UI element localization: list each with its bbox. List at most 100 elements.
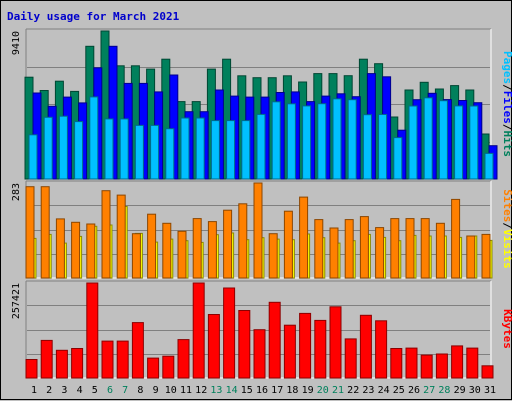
bar-pages-day-7 bbox=[119, 118, 129, 180]
bar-kbytes-day-24 bbox=[375, 320, 388, 379]
x-tick-label-day-20: 20 bbox=[317, 385, 329, 396]
bar-kbytes-day-14 bbox=[223, 287, 236, 379]
x-tick-label-day-17: 17 bbox=[271, 385, 283, 396]
bar-sites-day-17 bbox=[268, 233, 278, 279]
x-tick-label-day-1: 1 bbox=[31, 385, 37, 396]
x-tick-label-day-21: 21 bbox=[332, 385, 344, 396]
bar-pages-day-25 bbox=[393, 137, 403, 180]
legend-kbytes: KBytes bbox=[501, 309, 512, 349]
bar-sites-day-15 bbox=[238, 203, 248, 279]
bar-kbytes-day-18 bbox=[283, 324, 296, 379]
legend-item: Visits bbox=[501, 229, 512, 269]
bar-sites-day-9 bbox=[147, 213, 157, 279]
x-tick-label-day-25: 25 bbox=[393, 385, 405, 396]
bar-sites-day-11 bbox=[177, 230, 187, 279]
x-tick-label-day-31: 31 bbox=[484, 385, 496, 396]
bar-pages-day-3 bbox=[58, 115, 68, 180]
bar-kbytes-day-10 bbox=[162, 355, 175, 379]
bar-sites-day-3 bbox=[55, 218, 65, 279]
bar-sites-day-21 bbox=[329, 227, 339, 279]
x-tick-label-day-14: 14 bbox=[226, 385, 238, 396]
bar-sites-day-13 bbox=[207, 221, 217, 279]
x-tick-label-day-26: 26 bbox=[408, 385, 420, 396]
legend-hits-files-pages: Pages/Files/Hits bbox=[501, 51, 512, 157]
bar-sites-day-18 bbox=[283, 210, 293, 279]
bar-pages-day-20 bbox=[317, 103, 327, 180]
bar-kbytes-day-29 bbox=[451, 345, 464, 379]
bar-sites-day-12 bbox=[192, 218, 202, 279]
bar-sites-day-23 bbox=[359, 216, 369, 279]
bar-kbytes-day-6 bbox=[101, 340, 114, 379]
x-tick-label-day-8: 8 bbox=[137, 385, 143, 396]
x-tick-label-day-15: 15 bbox=[241, 385, 253, 396]
bar-kbytes-day-5 bbox=[86, 282, 99, 379]
x-tick-label-day-9: 9 bbox=[153, 385, 159, 396]
bar-sites-day-7 bbox=[116, 194, 126, 279]
x-tick-label-day-18: 18 bbox=[286, 385, 298, 396]
legend-item: Pages bbox=[501, 51, 512, 84]
bar-kbytes-day-23 bbox=[359, 314, 372, 379]
bar-kbytes-day-13 bbox=[207, 314, 220, 379]
bar-sites-day-29 bbox=[451, 198, 461, 279]
x-tick-label-day-22: 22 bbox=[347, 385, 359, 396]
bar-pages-day-30 bbox=[469, 105, 479, 180]
bar-pages-day-9 bbox=[150, 124, 160, 180]
bar-kbytes-day-17 bbox=[268, 301, 281, 379]
bar-pages-day-5 bbox=[89, 96, 99, 180]
legend-sites-visits: Sites/Visits bbox=[501, 189, 512, 269]
bar-sites-day-16 bbox=[253, 182, 263, 279]
y-max-label: 257421 bbox=[11, 283, 22, 319]
bar-sites-day-24 bbox=[375, 227, 385, 279]
legend-item: / bbox=[501, 222, 512, 229]
bar-kbytes-day-27 bbox=[420, 354, 433, 379]
bar-sites-day-28 bbox=[435, 222, 445, 279]
bar-pages-day-17 bbox=[271, 101, 281, 180]
x-tick-label-day-13: 13 bbox=[210, 385, 222, 396]
legend-item: Sites bbox=[501, 189, 512, 222]
legend-item: KBytes bbox=[501, 309, 512, 349]
bar-pages-day-6 bbox=[104, 118, 114, 180]
bar-pages-day-1 bbox=[28, 134, 38, 180]
bar-kbytes-day-20 bbox=[314, 319, 327, 379]
bar-pages-day-24 bbox=[378, 114, 388, 180]
bar-pages-day-13 bbox=[210, 120, 220, 180]
x-tick-label-day-6: 6 bbox=[107, 385, 113, 396]
x-tick-label-day-27: 27 bbox=[423, 385, 435, 396]
bar-kbytes-day-4 bbox=[71, 348, 84, 379]
bar-kbytes-day-7 bbox=[116, 340, 129, 379]
x-tick-label-day-19: 19 bbox=[302, 385, 314, 396]
y-max-label: 283 bbox=[11, 183, 22, 201]
bar-sites-day-4 bbox=[71, 221, 81, 279]
x-tick-label-day-11: 11 bbox=[180, 385, 192, 396]
bar-pages-day-14 bbox=[226, 120, 236, 180]
y-max-label: 9410 bbox=[11, 31, 22, 55]
bar-pages-day-15 bbox=[241, 120, 251, 180]
x-tick-label-day-4: 4 bbox=[77, 385, 83, 396]
bar-pages-day-26 bbox=[408, 105, 418, 180]
bar-pages-day-11 bbox=[180, 117, 190, 180]
bar-sites-day-10 bbox=[162, 222, 172, 279]
bar-sites-day-19 bbox=[299, 196, 309, 279]
bar-kbytes-day-28 bbox=[435, 353, 448, 379]
bar-sites-day-1 bbox=[25, 186, 35, 279]
bar-pages-day-22 bbox=[347, 99, 357, 180]
chart-title: Daily usage for March 2021 bbox=[7, 10, 180, 23]
bar-sites-day-30 bbox=[466, 235, 476, 279]
bar-sites-day-25 bbox=[390, 218, 400, 279]
bar-kbytes-day-12 bbox=[192, 282, 205, 379]
bar-pages-day-2 bbox=[43, 116, 53, 180]
bar-kbytes-day-26 bbox=[405, 347, 418, 379]
bar-kbytes-day-3 bbox=[55, 349, 68, 379]
legend-item: / bbox=[501, 84, 512, 91]
x-tick-label-day-10: 10 bbox=[165, 385, 177, 396]
bar-sites-day-20 bbox=[314, 219, 324, 279]
bar-sites-day-6 bbox=[101, 190, 111, 279]
x-tick-label-day-16: 16 bbox=[256, 385, 268, 396]
bar-sites-day-2 bbox=[40, 186, 50, 279]
x-tick-label-day-7: 7 bbox=[122, 385, 128, 396]
bar-sites-day-5 bbox=[86, 223, 96, 279]
bar-kbytes-day-25 bbox=[390, 348, 403, 379]
bar-sites-day-31 bbox=[481, 233, 491, 279]
bar-pages-day-31 bbox=[484, 152, 494, 180]
bar-kbytes-day-2 bbox=[40, 339, 53, 379]
